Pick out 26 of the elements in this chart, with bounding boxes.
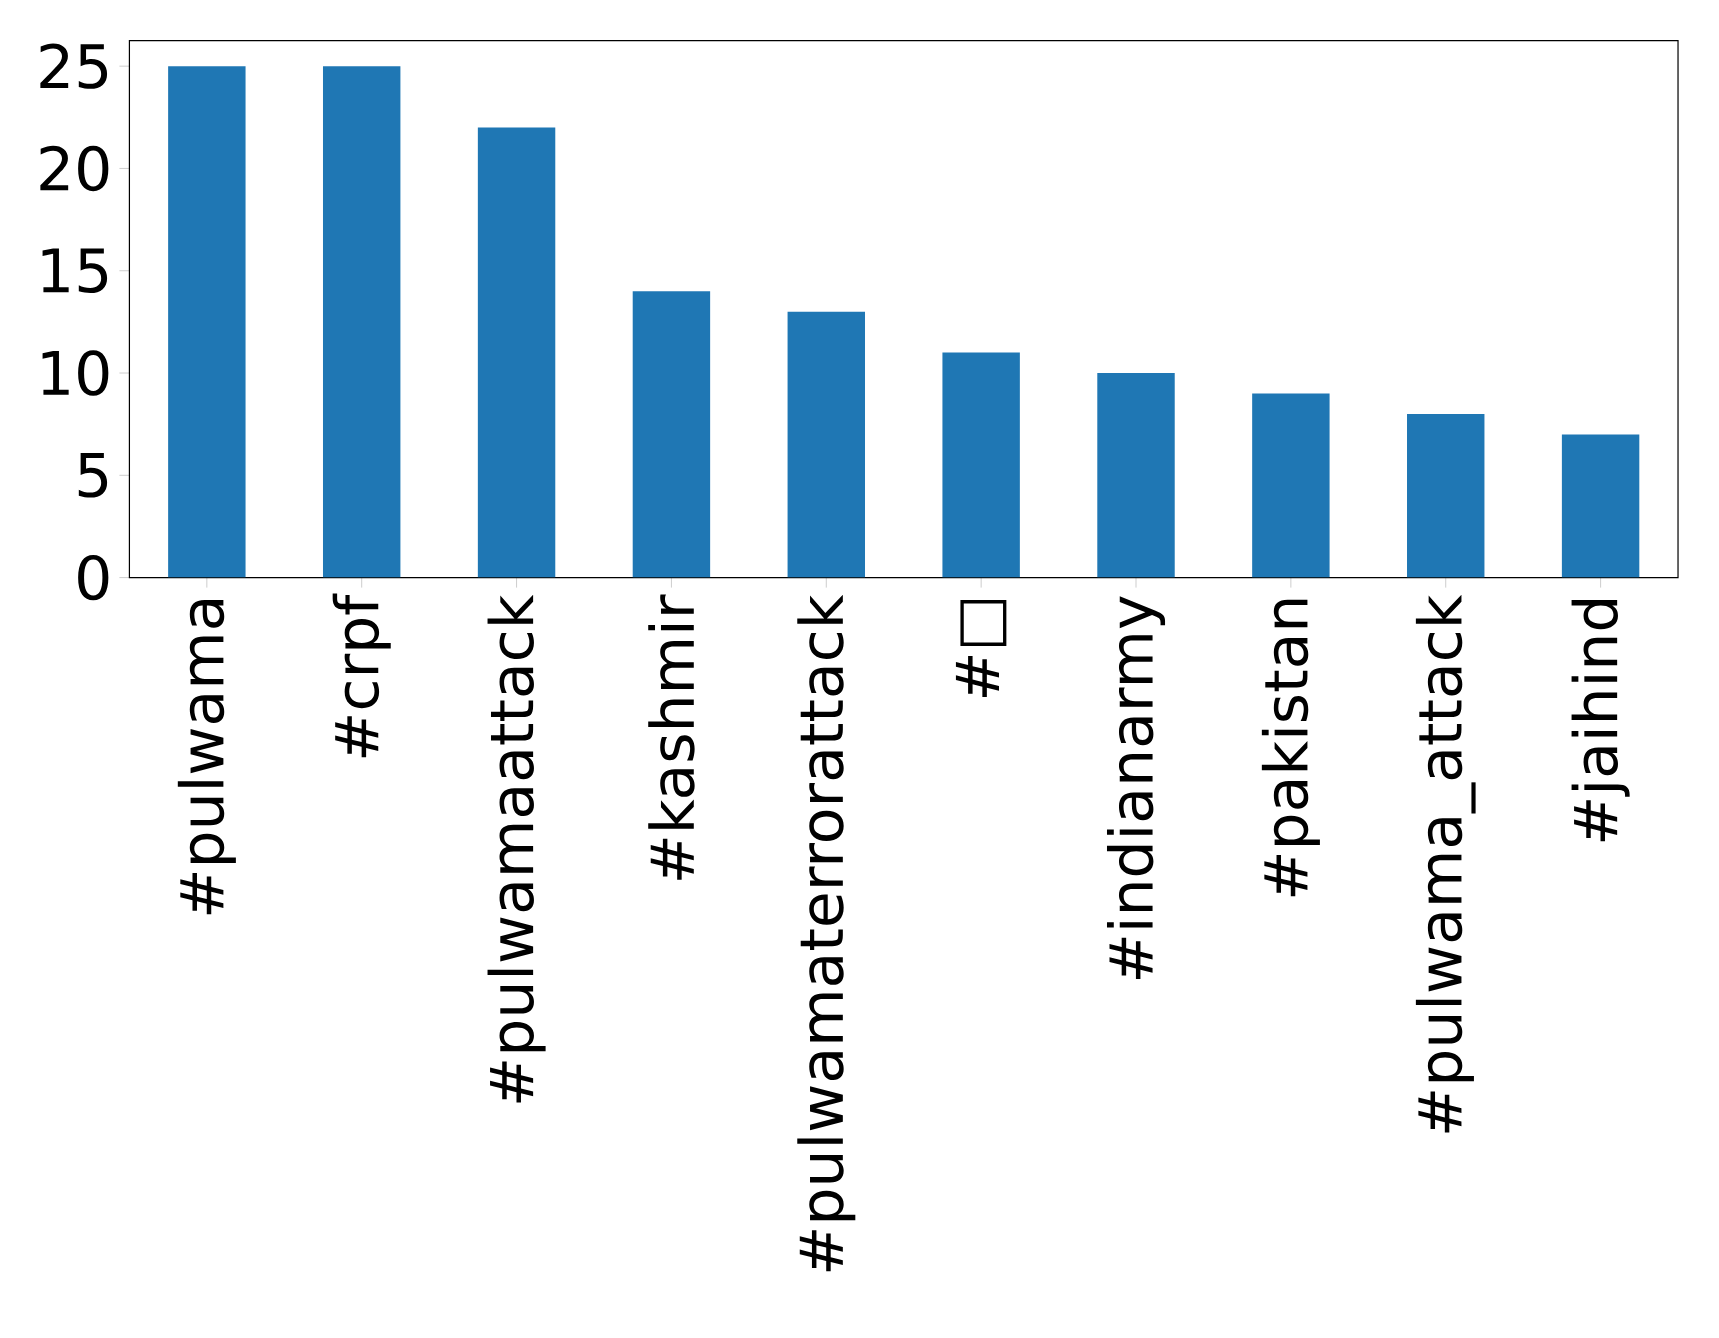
bar — [632, 291, 711, 578]
bar — [787, 311, 865, 578]
bar — [942, 352, 1020, 578]
bar — [1407, 413, 1485, 578]
bar — [1561, 434, 1640, 578]
y-tick-label: 20 — [40, 145, 109, 192]
bar — [1252, 393, 1330, 578]
x-tick-label: #indianarmy — [1106, 596, 1166, 979]
y-tick-label: 0 — [78, 554, 109, 601]
x-tick-label: #pakistan — [1261, 599, 1320, 897]
bar — [322, 66, 401, 578]
y-tick-label: 15 — [42, 248, 108, 294]
bar — [1097, 373, 1175, 578]
bar — [477, 127, 556, 578]
y-tick-label: 25 — [40, 43, 108, 89]
x-tick-label: #pulwama_attack — [1415, 594, 1476, 1133]
y-tick-label: 5 — [78, 452, 108, 498]
x-tick-label: #pulwamaattack — [487, 594, 546, 1103]
x-tick-label: #jaihind — [1571, 600, 1630, 842]
x-tick-label: #pulwamaterrorattack — [797, 594, 856, 1272]
x-tick-label: #kashmir — [648, 594, 695, 880]
x-tick-label: #pulwama — [177, 600, 236, 915]
y-tick-label: 10 — [42, 350, 109, 396]
x-tick-label: #crpf — [332, 593, 391, 758]
x-tick-label: #□ — [955, 600, 1007, 697]
bar — [168, 66, 246, 578]
